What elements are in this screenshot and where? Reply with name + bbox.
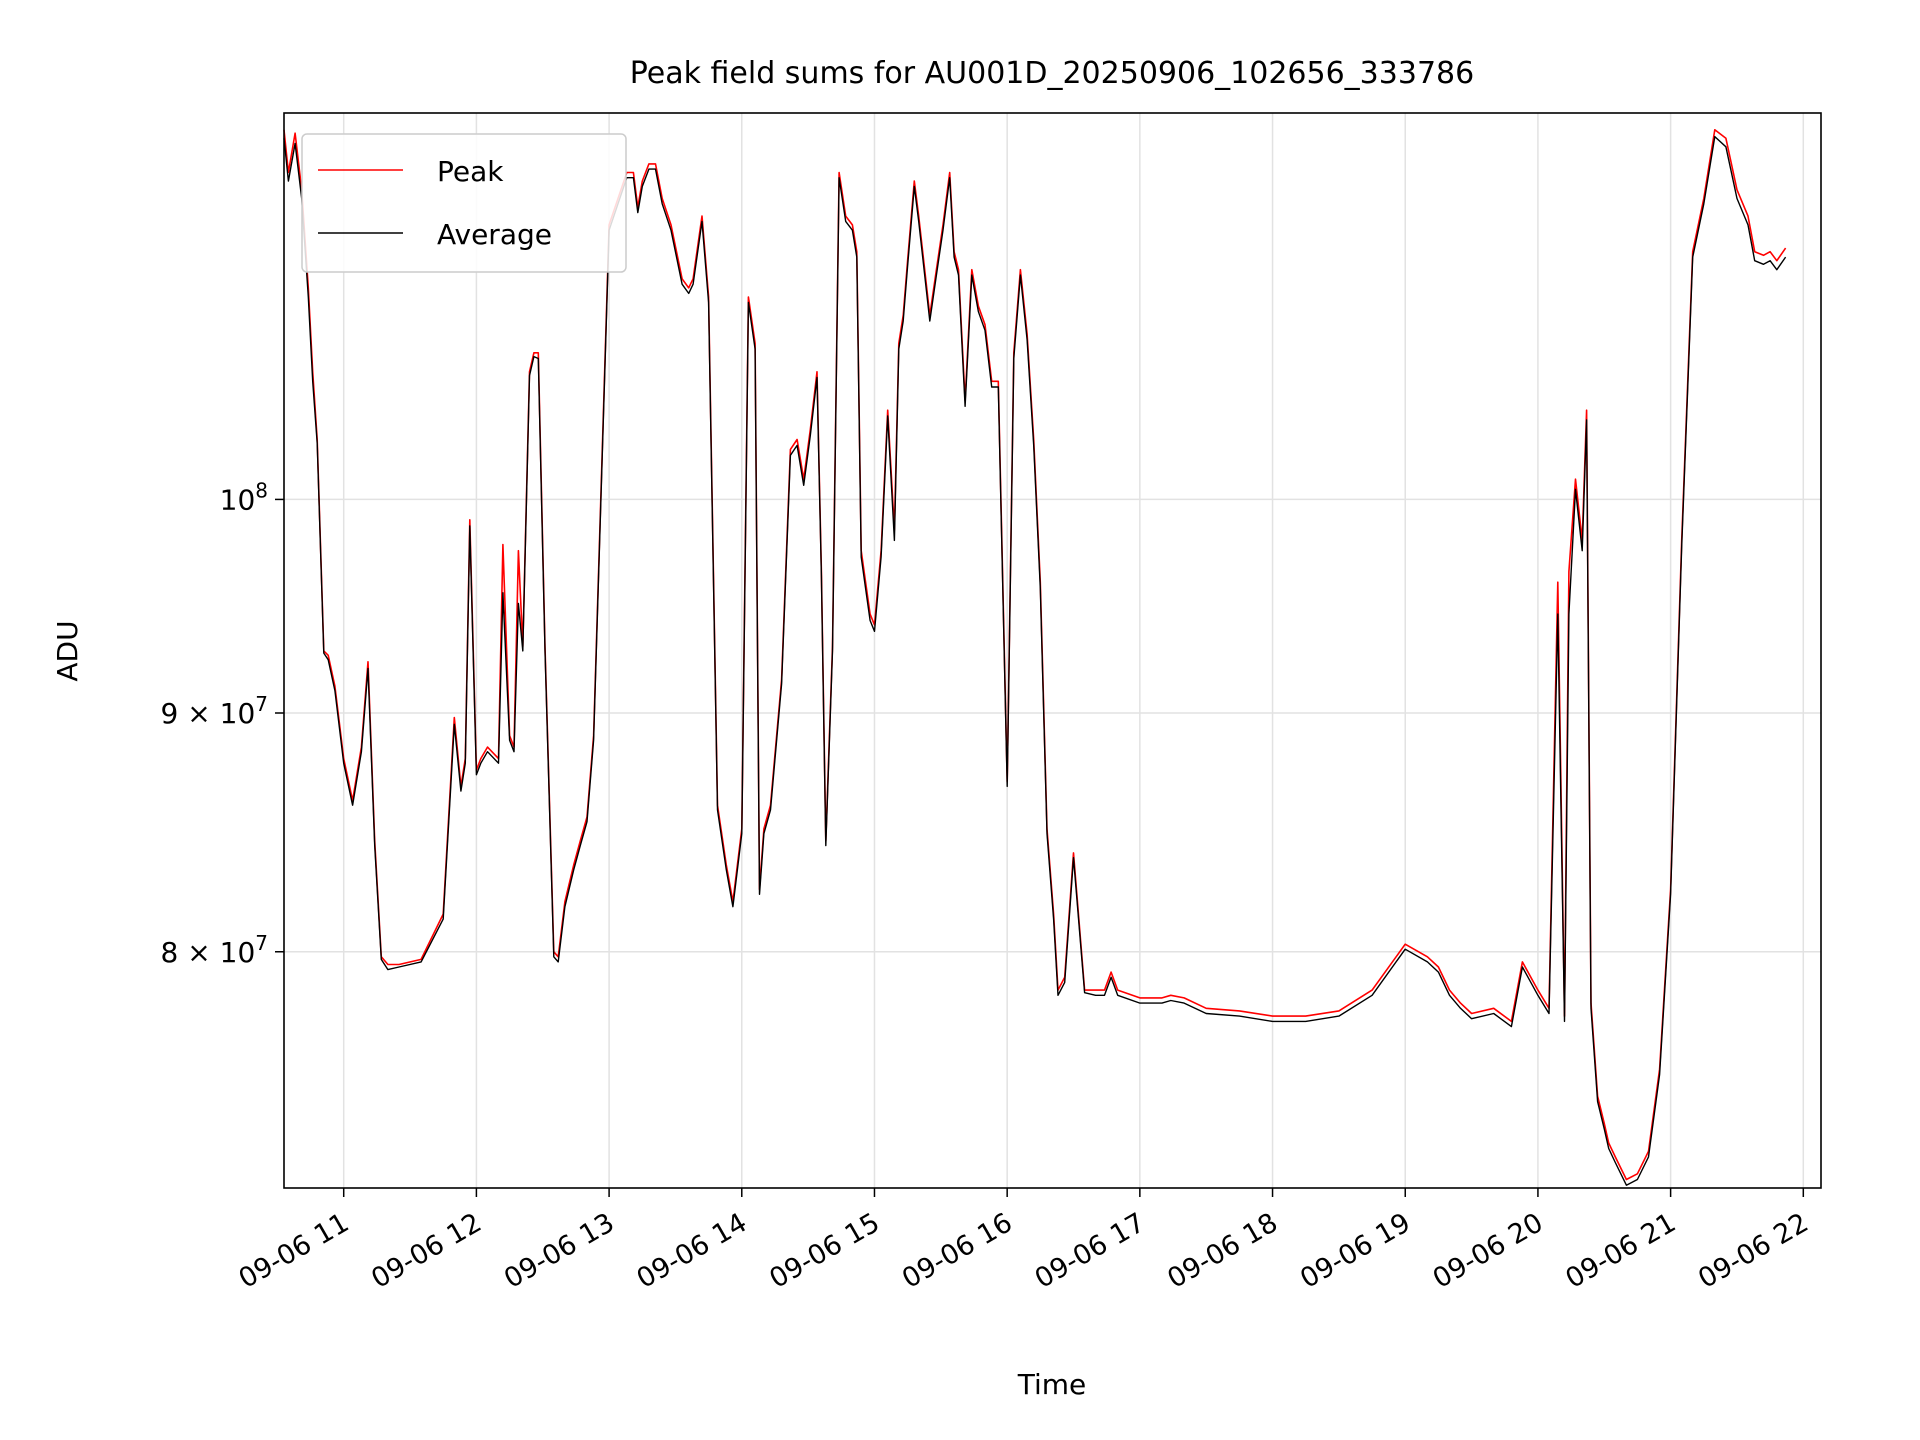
x-axis-label: Time xyxy=(1017,1368,1087,1401)
chart-title: Peak field sums for AU001D_20250906_1026… xyxy=(630,56,1474,91)
legend-label-peak: Peak xyxy=(437,155,504,188)
x-tick-label: 09-06 17 xyxy=(1030,1207,1151,1295)
x-tick-label: 09-06 19 xyxy=(1295,1207,1416,1295)
plot-frame xyxy=(283,112,1822,1189)
x-tick-label: 09-06 20 xyxy=(1428,1207,1549,1295)
x-tick-label: 09-06 21 xyxy=(1560,1207,1681,1295)
x-tick-label: 09-06 22 xyxy=(1693,1207,1814,1295)
series-line-peak xyxy=(283,129,1787,1181)
x-tick-label: 09-06 11 xyxy=(234,1207,355,1295)
x-tick-label: 09-06 16 xyxy=(897,1207,1018,1295)
legend: Peak Average xyxy=(301,133,627,273)
y-tick-label: 108 xyxy=(220,478,268,516)
x-tick-label: 09-06 12 xyxy=(366,1207,487,1295)
series-line-average xyxy=(283,135,1787,1186)
x-tick-label: 09-06 13 xyxy=(499,1207,620,1295)
x-tick-label: 09-06 15 xyxy=(764,1207,885,1295)
x-tick-label: 09-06 14 xyxy=(632,1207,753,1295)
y-tick-label: 9 × 107 xyxy=(161,692,268,730)
plot-area xyxy=(283,129,1787,1186)
x-tick-label: 09-06 18 xyxy=(1162,1207,1283,1295)
legend-box xyxy=(301,133,627,273)
y-axis-label: ADU xyxy=(51,620,84,681)
y-tick-label: 8 × 107 xyxy=(161,931,268,969)
x-axis: 09-06 11 09-06 12 09-06 13 09-06 14 09-06 15… xyxy=(234,1188,1814,1295)
legend-label-average: Average xyxy=(437,218,552,251)
y-axis: 8 × 107 9 × 107 108 xyxy=(161,478,284,969)
grid-lines xyxy=(284,113,1821,1188)
